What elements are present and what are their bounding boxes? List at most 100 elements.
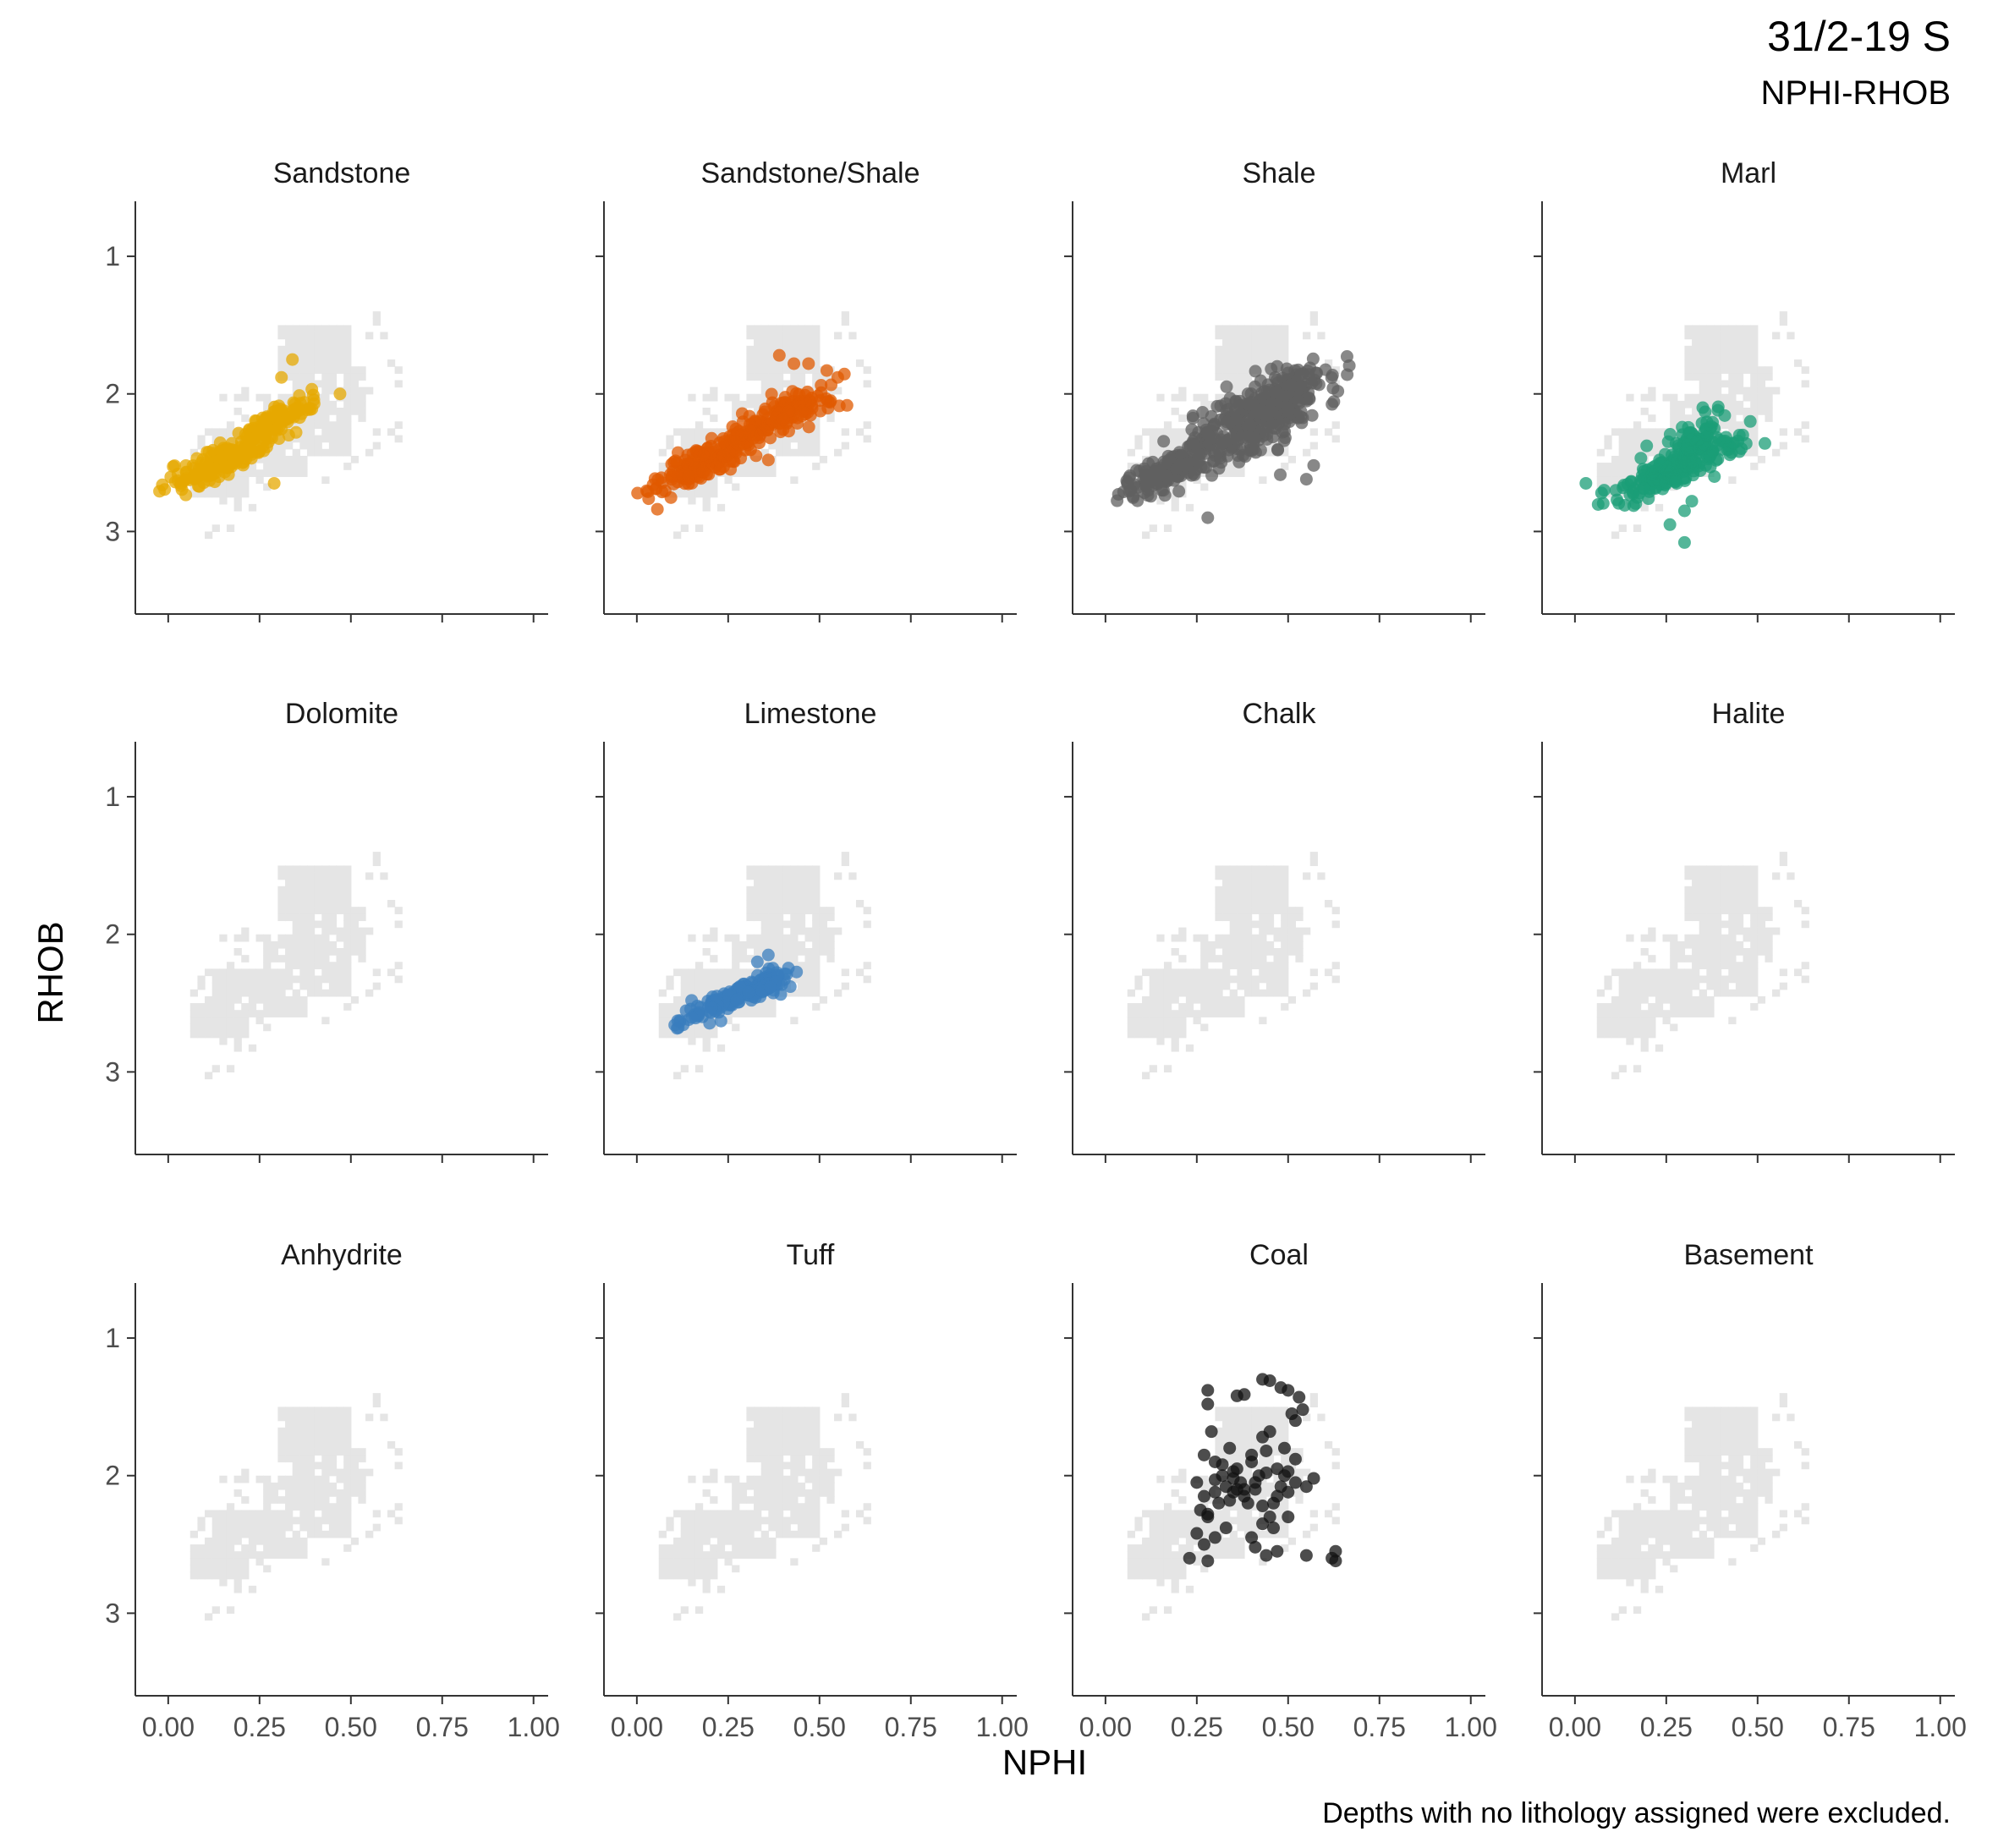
- background-cell: [1259, 879, 1267, 887]
- background-cell: [1765, 913, 1773, 922]
- background-cell: [343, 1461, 352, 1470]
- background-cell: [277, 448, 286, 457]
- background-cell: [746, 1010, 755, 1017]
- background-cell: [1237, 332, 1245, 340]
- background-cell: [1265, 872, 1275, 880]
- data-point: [1676, 455, 1689, 469]
- background-cell: [768, 463, 777, 470]
- background-cell: [1251, 940, 1260, 949]
- background-cell: [343, 1489, 352, 1497]
- background-cell: [233, 1578, 242, 1587]
- background-cell: [826, 934, 835, 942]
- background-cell: [1171, 435, 1179, 443]
- background-cell: [797, 1420, 806, 1428]
- background-cell: [732, 469, 740, 477]
- background-cell: [760, 940, 769, 949]
- background-cell: [688, 1551, 696, 1559]
- background-cell: [299, 1551, 308, 1559]
- background-cell: [255, 989, 264, 997]
- background-cell: [197, 1565, 206, 1573]
- background-cell: [746, 886, 755, 894]
- background-cell: [738, 955, 748, 962]
- background-cell: [1222, 872, 1231, 880]
- background-cell: [1237, 900, 1245, 908]
- background-cell: [812, 968, 821, 977]
- background-cell: [754, 1420, 762, 1428]
- background-cell: [1662, 934, 1671, 942]
- background-cell: [226, 1551, 235, 1559]
- background-cell: [1750, 948, 1759, 956]
- data-point: [696, 448, 710, 462]
- background-cell: [1229, 325, 1238, 333]
- background-cell: [343, 408, 352, 415]
- background-cell: [841, 428, 849, 436]
- background-cell: [724, 1537, 733, 1545]
- y-tick-label: 3: [105, 1056, 120, 1087]
- data-point: [750, 955, 764, 968]
- background-cell: [1259, 968, 1267, 977]
- background-cell: [343, 1413, 352, 1422]
- data-point: [1684, 433, 1698, 447]
- background-cell: [797, 1434, 806, 1442]
- background-cell: [1237, 865, 1245, 874]
- background-cell: [782, 345, 791, 354]
- background-cell: [1171, 1017, 1179, 1025]
- background-cell: [343, 920, 352, 929]
- background-cell: [1706, 352, 1715, 360]
- background-cell: [754, 907, 762, 914]
- background-cell: [299, 469, 308, 477]
- background-cell: [1801, 962, 1809, 969]
- background-cell: [775, 1407, 784, 1415]
- background-cell: [285, 345, 294, 354]
- background-cell: [1713, 962, 1722, 969]
- background-cell: [1604, 441, 1612, 450]
- background-cell: [1237, 975, 1245, 984]
- background-cell: [1670, 934, 1678, 942]
- background-cell: [321, 948, 330, 956]
- background-cell: [716, 1516, 726, 1525]
- background-cell: [804, 345, 813, 354]
- background-cell: [754, 325, 762, 333]
- background-cell: [306, 448, 316, 457]
- y-tick-label: 2: [105, 379, 120, 409]
- background-cell: [1684, 934, 1693, 942]
- background-cell: [1237, 907, 1245, 914]
- data-point: [686, 453, 700, 467]
- background-cell: [255, 393, 264, 402]
- background-cell: [804, 1468, 813, 1477]
- background-cell: [724, 1558, 733, 1566]
- background-cell: [292, 962, 300, 969]
- background-cell: [1229, 892, 1238, 901]
- background-cell: [343, 380, 352, 388]
- background-cell: [343, 387, 352, 395]
- background-cell: [1706, 995, 1715, 1004]
- background-cell: [1229, 366, 1238, 374]
- background-cell: [680, 524, 689, 532]
- data-point: [772, 348, 786, 362]
- background-cell: [336, 421, 344, 429]
- background-density: [189, 311, 403, 540]
- background-cell: [270, 1516, 279, 1525]
- data-point: [190, 452, 204, 465]
- background-cell: [812, 865, 821, 874]
- background-cell: [270, 955, 279, 962]
- background-cell: [248, 1003, 257, 1011]
- background-cell: [263, 483, 272, 491]
- background-cell: [724, 1523, 733, 1532]
- background-cell: [768, 332, 777, 340]
- background-cell: [1149, 1023, 1157, 1032]
- background-cell: [321, 352, 330, 360]
- background-cell: [1750, 982, 1759, 990]
- background-cell: [790, 1407, 799, 1415]
- background-cell: [775, 948, 784, 956]
- background-cell: [782, 879, 791, 887]
- background-cell: [1243, 345, 1253, 354]
- background-cell: [299, 940, 308, 949]
- background-cell: [790, 1455, 799, 1463]
- background-cell: [746, 1551, 755, 1559]
- background-cell: [1728, 393, 1737, 402]
- background-cell: [292, 1448, 300, 1456]
- background-cell: [1142, 1017, 1150, 1025]
- background-cell: [1706, 393, 1715, 402]
- background-cell: [746, 1455, 755, 1463]
